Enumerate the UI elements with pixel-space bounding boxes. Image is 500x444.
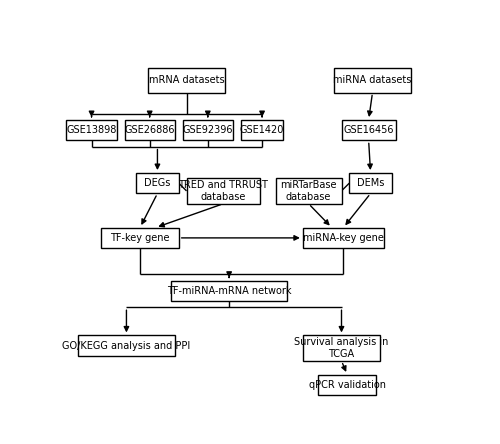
FancyBboxPatch shape <box>182 120 233 140</box>
FancyBboxPatch shape <box>186 178 260 204</box>
FancyBboxPatch shape <box>171 281 287 301</box>
FancyBboxPatch shape <box>124 120 175 140</box>
Text: GSE92396: GSE92396 <box>182 125 233 135</box>
Text: GO/KEGG analysis and PPI: GO/KEGG analysis and PPI <box>62 341 190 351</box>
Text: DEMs: DEMs <box>357 178 384 188</box>
Text: GSE1420: GSE1420 <box>240 125 284 135</box>
FancyBboxPatch shape <box>349 173 392 194</box>
Text: GSE16456: GSE16456 <box>344 125 394 135</box>
Text: Survival analysis in
TCGA: Survival analysis in TCGA <box>294 337 388 359</box>
FancyBboxPatch shape <box>241 120 284 140</box>
Text: miRNA-key gene: miRNA-key gene <box>303 233 384 243</box>
FancyBboxPatch shape <box>334 68 411 93</box>
Text: miRTarBase
database: miRTarBase database <box>280 180 337 202</box>
FancyBboxPatch shape <box>148 68 226 93</box>
FancyBboxPatch shape <box>318 375 376 395</box>
Text: DEGs: DEGs <box>144 178 171 188</box>
Text: TF-key gene: TF-key gene <box>110 233 170 243</box>
FancyBboxPatch shape <box>78 335 175 356</box>
FancyBboxPatch shape <box>276 178 342 204</box>
Text: GSE13898: GSE13898 <box>66 125 117 135</box>
Text: TF-miRNA-mRNA network: TF-miRNA-mRNA network <box>167 286 292 296</box>
FancyBboxPatch shape <box>303 335 380 361</box>
Text: GSE26886: GSE26886 <box>124 125 175 135</box>
FancyBboxPatch shape <box>303 228 384 248</box>
FancyBboxPatch shape <box>342 120 396 140</box>
Text: qPCR validation: qPCR validation <box>309 380 386 390</box>
FancyBboxPatch shape <box>101 228 179 248</box>
Text: mRNA datasets: mRNA datasets <box>148 75 224 85</box>
FancyBboxPatch shape <box>136 173 179 194</box>
FancyBboxPatch shape <box>66 120 117 140</box>
Text: TRED and TRRUST
database: TRED and TRRUST database <box>178 180 268 202</box>
Text: miRNA datasets: miRNA datasets <box>334 75 411 85</box>
